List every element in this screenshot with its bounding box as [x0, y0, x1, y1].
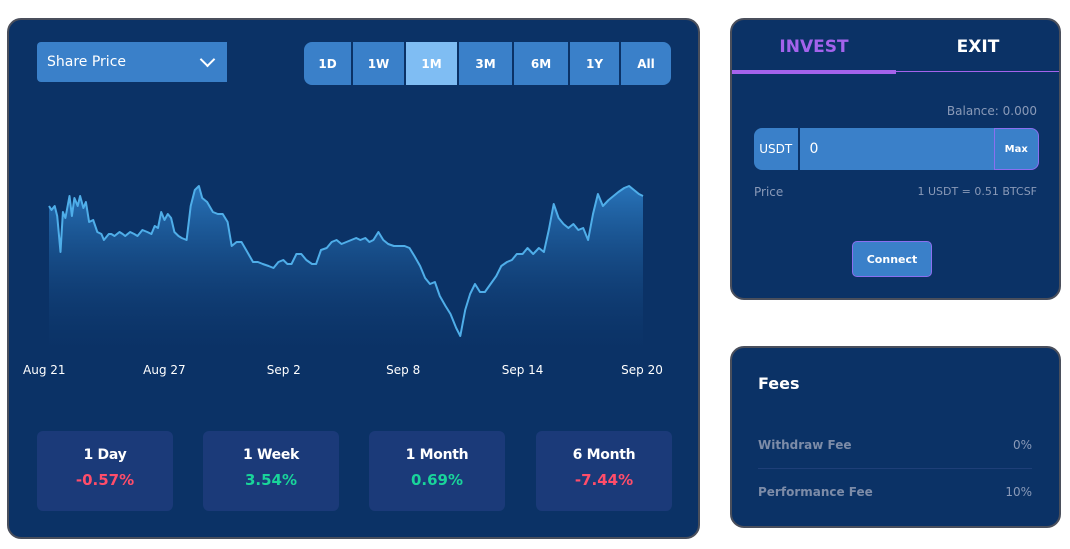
range-button-3m[interactable]: 3M — [459, 42, 514, 85]
currency-label: USDT — [754, 128, 800, 170]
x-tick-label: Aug 21 — [23, 363, 66, 377]
x-tick-label: Sep 14 — [502, 363, 544, 377]
range-button-1y[interactable]: 1Y — [570, 42, 621, 85]
fees-panel: Fees Withdraw Fee 0% Performance Fee 10% — [730, 346, 1061, 528]
fees-title: Fees — [758, 374, 800, 393]
stat-value: 0.69% — [410, 471, 464, 489]
stat-card-1-day: 1 Day -0.57% — [37, 431, 173, 511]
range-selector: 1D 1W 1M 3M 6M 1Y All — [304, 42, 671, 85]
stat-card-6-month: 6 Month -7.44% — [536, 431, 672, 511]
amount-input-group: USDT Max — [754, 128, 1039, 170]
metric-dropdown-label: Share Price — [47, 54, 127, 70]
invest-panel: INVEST EXIT Balance: 0.000 USDT Max Pric… — [730, 18, 1061, 300]
share-price-panel: Share Price 1D 1W 1M 3M 6M 1Y All Aug 21… — [7, 18, 700, 539]
stat-card-1-week: 1 Week 3.54% — [203, 431, 339, 511]
stat-label: 1 Week — [242, 447, 300, 463]
fee-value: 0% — [1012, 438, 1032, 452]
balance-text: Balance: 0.000 — [946, 104, 1037, 118]
x-tick-label: Sep 8 — [386, 363, 420, 377]
range-button-1m[interactable]: 1M — [406, 42, 459, 85]
range-button-all[interactable]: All — [621, 42, 671, 85]
stat-value: -7.44% — [574, 471, 634, 489]
stat-value: -0.57% — [75, 471, 135, 489]
tab-exit[interactable]: EXIT — [956, 36, 1000, 57]
stat-label: 1 Day — [83, 447, 127, 463]
tab-invest[interactable]: INVEST — [779, 36, 849, 57]
tab-active-indicator — [732, 70, 896, 74]
price-line — [48, 185, 644, 337]
max-button[interactable]: Max — [993, 128, 1039, 170]
x-tick-label: Sep 2 — [267, 363, 301, 377]
stat-value: 3.54% — [244, 471, 298, 489]
range-button-6m[interactable]: 6M — [514, 42, 570, 85]
price-area-fill — [49, 186, 643, 350]
range-button-1d[interactable]: 1D — [304, 42, 353, 85]
price-value: 1 USDT = 0.51 BTCSF — [917, 185, 1037, 198]
fee-row-performance: Performance Fee 10% — [758, 485, 1032, 499]
fee-divider — [758, 468, 1032, 469]
fee-name: Performance Fee — [758, 485, 873, 499]
fee-row-withdraw: Withdraw Fee 0% — [758, 438, 1032, 452]
x-tick-label: Aug 27 — [143, 363, 186, 377]
metric-dropdown[interactable]: Share Price — [37, 42, 227, 82]
price-label: Price — [754, 185, 784, 199]
connect-button[interactable]: Connect — [852, 241, 932, 277]
range-button-1w[interactable]: 1W — [353, 42, 406, 85]
amount-input[interactable] — [799, 128, 994, 170]
x-tick-label: Sep 20 — [621, 363, 663, 377]
stat-label: 6 Month — [572, 447, 636, 463]
stat-card-1-month: 1 Month 0.69% — [369, 431, 505, 511]
fee-value: 10% — [1005, 485, 1032, 499]
fee-name: Withdraw Fee — [758, 438, 852, 452]
share-price-chart: Aug 21 Aug 27 Sep 2 Sep 8 Sep 14 Sep 20 — [23, 185, 663, 377]
stat-label: 1 Month — [405, 447, 469, 463]
